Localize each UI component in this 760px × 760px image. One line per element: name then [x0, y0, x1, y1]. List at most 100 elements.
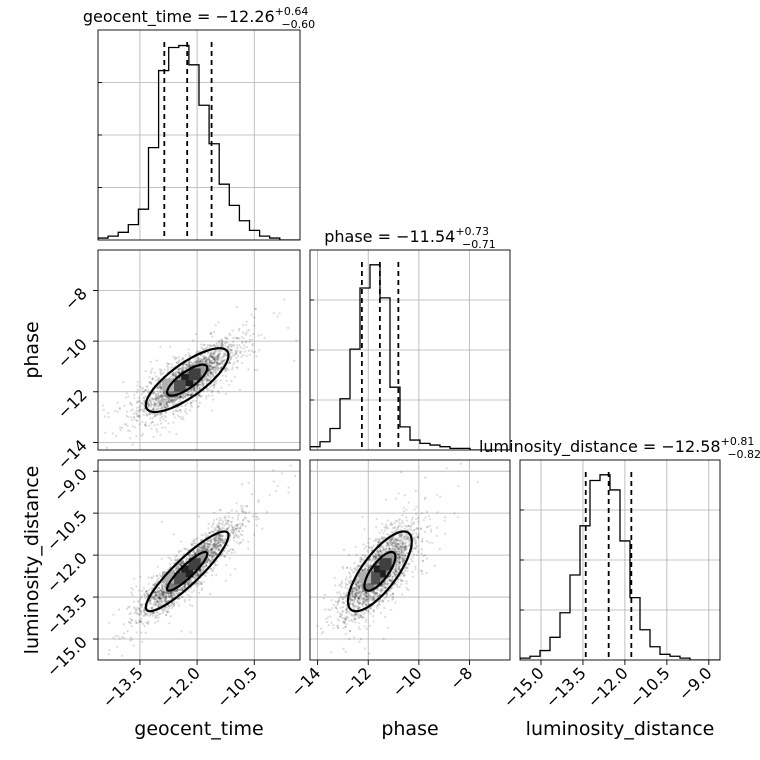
scatter-point [137, 414, 140, 417]
scatter-point [350, 598, 353, 602]
scatter-point [140, 606, 143, 609]
scatter-point [205, 356, 208, 359]
scatter-point [233, 344, 236, 347]
scatter-point [154, 392, 157, 396]
scatter-point [204, 532, 207, 535]
scatter-point [138, 607, 141, 611]
scatter-point [373, 592, 376, 595]
scatter-point [241, 522, 244, 526]
scatter-point [153, 401, 156, 404]
scatter-point [144, 597, 147, 600]
scatter-point [141, 388, 144, 391]
scatter-point [135, 391, 138, 394]
density-cell-3 [173, 379, 186, 392]
scatter-point [168, 400, 171, 404]
scatter-point [148, 599, 151, 603]
scatter-point [406, 524, 409, 527]
scatter-point [185, 412, 188, 415]
scatter-point [203, 378, 206, 381]
scatter-point [161, 588, 164, 591]
scatter-point [189, 394, 192, 397]
scatter-point [161, 590, 164, 594]
scatter-point [148, 424, 151, 427]
scatter-point [123, 423, 126, 426]
scatter-point [187, 582, 190, 585]
scatter-point [190, 363, 193, 366]
scatter-point [169, 345, 172, 348]
scatter-point [160, 402, 163, 405]
scatter-point [128, 621, 132, 624]
scatter-point [155, 574, 158, 578]
scatter-point [201, 358, 204, 361]
scatter-point [397, 566, 400, 569]
scatter-point [162, 590, 165, 593]
scatter-point [179, 410, 182, 413]
scatter-point [202, 544, 205, 547]
scatter-point [189, 393, 192, 396]
title-luminosity_distance: luminosity_distance = −12.58+0.81 −0.82 [479, 435, 760, 461]
scatter-point [126, 629, 129, 633]
scatter-point [209, 361, 212, 365]
scatter-point [160, 407, 163, 410]
scatter-point [200, 538, 203, 541]
scatter-point [179, 540, 182, 543]
scatter-point [176, 567, 179, 571]
scatter-point [212, 566, 215, 570]
scatter-point [154, 614, 157, 617]
scatter-point [230, 348, 233, 351]
scatter-point [138, 406, 141, 409]
scatter-point [107, 653, 110, 656]
scatter-point [376, 549, 379, 552]
scatter-point [414, 541, 417, 544]
scatter-point [194, 333, 197, 336]
scatter-point [215, 543, 218, 547]
scatter-point [122, 381, 125, 384]
scatter-point [160, 369, 163, 372]
scatter-point [153, 597, 156, 600]
scatter-point [182, 561, 185, 564]
scatter-point [234, 349, 237, 352]
scatter-point [193, 574, 196, 577]
scatter-point [209, 364, 212, 367]
scatter-point [176, 592, 179, 596]
scatter-point [184, 394, 187, 397]
scatter-point [171, 401, 174, 405]
scatter-point [234, 532, 237, 536]
scatter-point [224, 555, 227, 558]
scatter-point [224, 519, 227, 522]
scatter-point [244, 525, 247, 528]
scatter-point [194, 542, 197, 545]
scatter-point [149, 417, 152, 420]
scatter-point [203, 573, 206, 577]
scatter-point [146, 622, 149, 625]
scatter-point [208, 360, 211, 364]
scatter-point [203, 566, 206, 569]
scatter-point [174, 398, 177, 401]
scatter-point [157, 577, 160, 580]
scatter-point [156, 605, 160, 609]
scatter-point [155, 408, 158, 411]
scatter-point [162, 401, 165, 404]
scatter-point [176, 565, 179, 568]
scatter-point [165, 591, 168, 594]
density-cell-3 [173, 572, 186, 585]
scatter-point [217, 524, 220, 527]
scatter-point [162, 418, 165, 421]
scatter-point [144, 423, 147, 427]
scatter-point [154, 615, 157, 618]
scatter-point [183, 547, 186, 550]
scatter-point [214, 551, 217, 554]
scatter-point [140, 603, 143, 607]
scatter-point [220, 386, 223, 389]
scatter-point [155, 402, 158, 405]
scatter-point [180, 563, 183, 566]
scatter-point [164, 395, 167, 398]
scatter-point [219, 362, 222, 365]
scatter-point [184, 395, 187, 398]
scatter-point [212, 398, 215, 401]
scatter-point [161, 588, 164, 591]
scatter-point [229, 357, 233, 361]
scatter-point [200, 360, 203, 363]
scatter-point [202, 356, 205, 359]
scatter-point [175, 593, 179, 596]
